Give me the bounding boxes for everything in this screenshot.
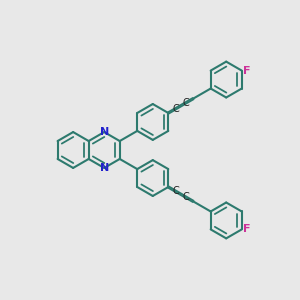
Text: C: C bbox=[182, 192, 189, 202]
Text: F: F bbox=[243, 66, 251, 76]
Text: C: C bbox=[172, 186, 179, 196]
Text: N: N bbox=[100, 127, 109, 137]
Text: C: C bbox=[182, 98, 189, 108]
Text: F: F bbox=[243, 224, 251, 234]
Text: N: N bbox=[100, 163, 109, 173]
Text: C: C bbox=[172, 104, 179, 114]
